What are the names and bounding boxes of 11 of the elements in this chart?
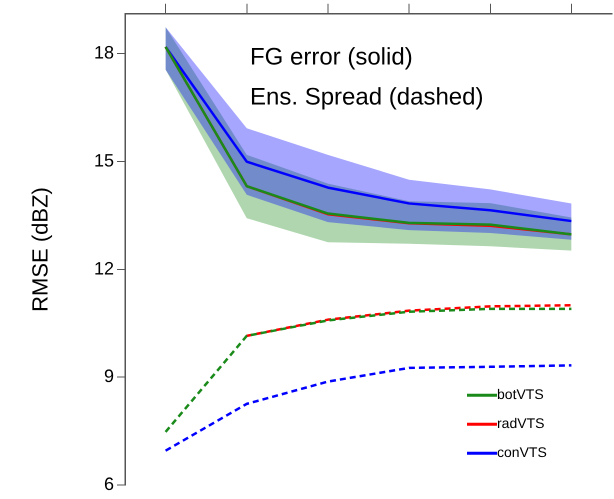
annotation: FG error (solid): [250, 43, 413, 70]
y-tick-label: 6: [104, 474, 114, 494]
y-tick-label: 15: [94, 150, 114, 170]
y-tick-label: 12: [94, 258, 114, 278]
annotation: Ens. Spread (dashed): [250, 83, 484, 110]
y-axis-title: RMSE (dBZ): [27, 187, 52, 312]
legend-label: radVTS: [497, 415, 544, 432]
legend-label: conVTS: [497, 444, 547, 460]
y-tick-label: 18: [94, 42, 114, 62]
y-tick-label: 9: [104, 366, 114, 386]
legend-label: botVTS: [497, 386, 544, 402]
